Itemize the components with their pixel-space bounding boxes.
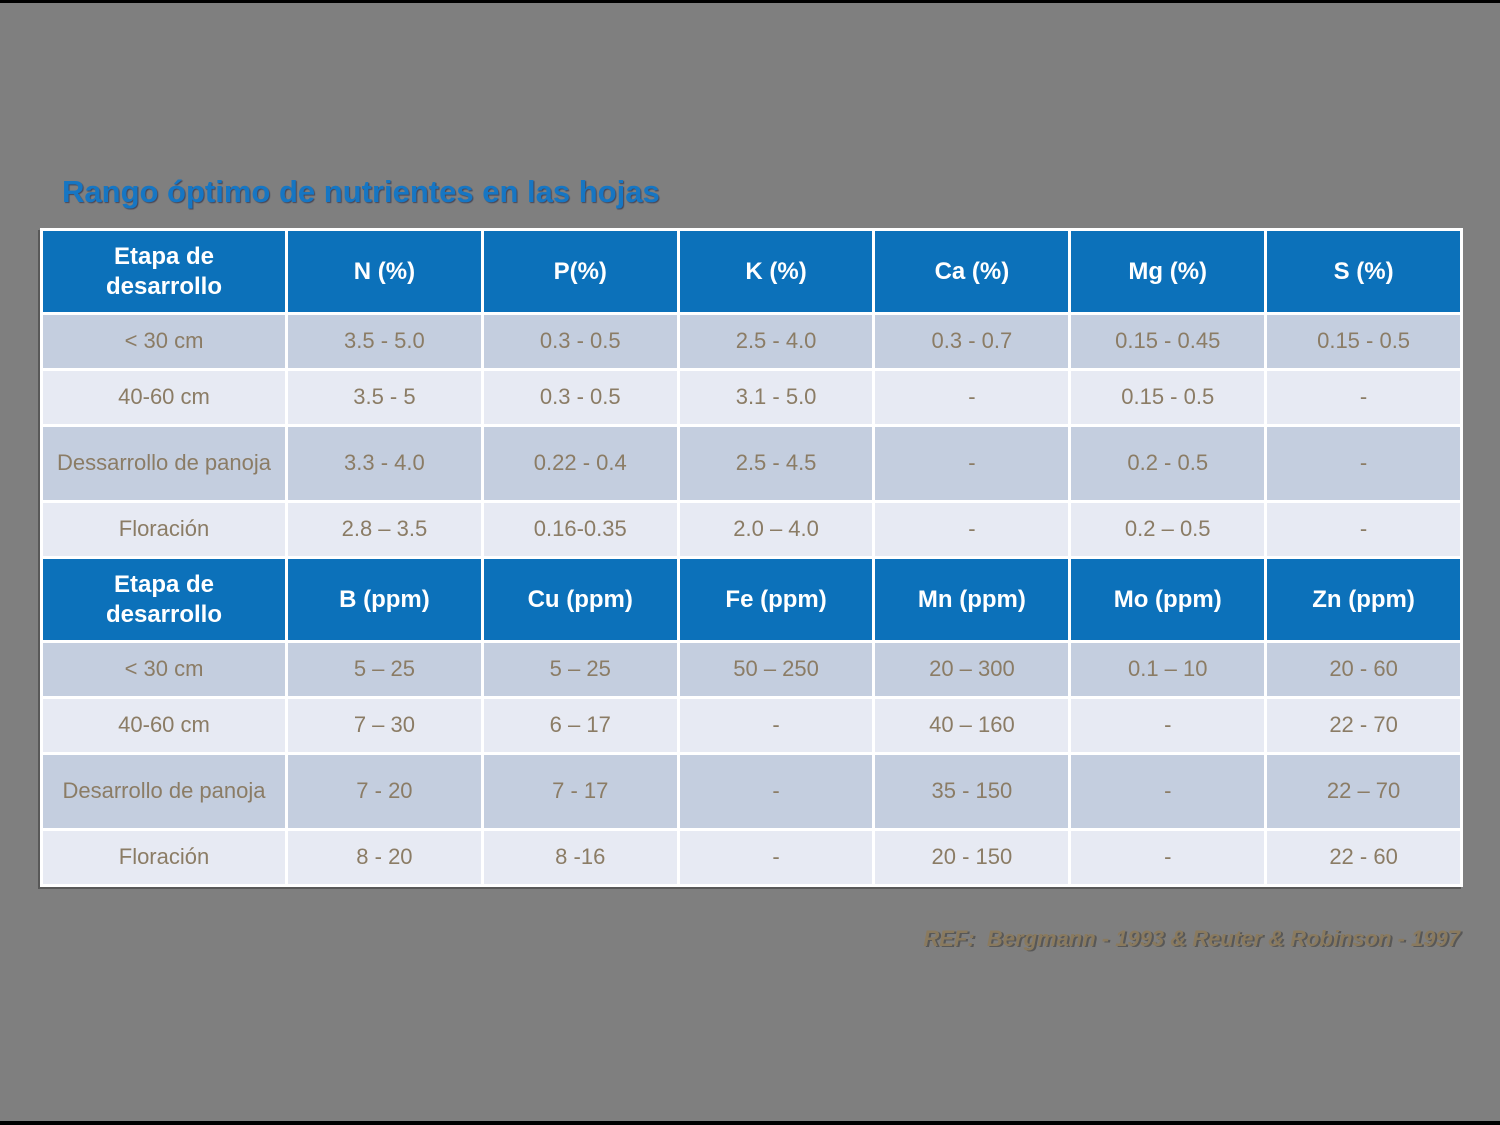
table-row: < 30 cm 3.5 - 5.0 0.3 - 0.5 2.5 - 4.0 0.… (43, 315, 1460, 368)
column-header-s: S (%) (1267, 231, 1460, 312)
row-label-cell: < 30 cm (43, 315, 285, 368)
value-cell: 0.3 - 0.7 (875, 315, 1069, 368)
value-cell: - (1071, 831, 1265, 884)
value-cell: 8 - 20 (288, 831, 481, 884)
value-cell: 0.16-0.35 (483, 503, 677, 556)
column-header-zn: Zn (ppm) (1267, 559, 1460, 640)
value-cell: 7 - 20 (288, 755, 481, 828)
value-cell: - (875, 427, 1069, 500)
value-cell: 3.1 - 5.0 (679, 371, 873, 424)
value-cell: 0.3 - 0.5 (483, 371, 677, 424)
column-header-stage: Etapa de desarrollo (43, 231, 285, 312)
value-cell: - (1267, 427, 1460, 500)
column-header-k: K (%) (679, 231, 873, 312)
top-edge-line (0, 0, 1500, 3)
value-cell: 22 - 70 (1267, 699, 1460, 752)
value-cell: 0.2 – 0.5 (1071, 503, 1265, 556)
row-label-cell: Floración (43, 503, 285, 556)
value-cell: 20 - 150 (875, 831, 1069, 884)
column-header-fe: Fe (ppm) (679, 559, 873, 640)
value-cell: - (1071, 755, 1265, 828)
value-cell: - (1267, 503, 1460, 556)
row-label-cell: Dessarrollo de panoja (43, 427, 285, 500)
value-cell: 22 - 60 (1267, 831, 1460, 884)
value-cell: 35 - 150 (875, 755, 1069, 828)
table-row: < 30 cm 5 – 25 5 – 25 50 – 250 20 – 300 … (43, 643, 1460, 696)
value-cell: 7 – 30 (288, 699, 481, 752)
row-label-cell: < 30 cm (43, 643, 285, 696)
value-cell: 0.2 - 0.5 (1071, 427, 1265, 500)
column-header-b: B (ppm) (288, 559, 481, 640)
column-header-n: N (%) (288, 231, 481, 312)
value-cell: - (1071, 699, 1265, 752)
value-cell: 3.3 - 4.0 (288, 427, 481, 500)
value-cell: - (679, 755, 873, 828)
value-cell: 5 – 25 (288, 643, 481, 696)
value-cell: - (1267, 371, 1460, 424)
value-cell: 2.0 – 4.0 (679, 503, 873, 556)
micro-header-row: Etapa de desarrollo B (ppm) Cu (ppm) Fe … (43, 559, 1460, 640)
value-cell: 7 - 17 (483, 755, 677, 828)
value-cell: - (679, 699, 873, 752)
table-row: Desarrollo de panoja 7 - 20 7 - 17 - 35 … (43, 755, 1460, 828)
value-cell: 0.15 - 0.45 (1071, 315, 1265, 368)
value-cell: 0.1 – 10 (1071, 643, 1265, 696)
value-cell: 2.5 - 4.5 (679, 427, 873, 500)
value-cell: 3.5 - 5.0 (288, 315, 481, 368)
value-cell: 20 – 300 (875, 643, 1069, 696)
value-cell: 0.22 - 0.4 (483, 427, 677, 500)
column-header-p: P(%) (483, 231, 677, 312)
macro-header-row: Etapa de desarrollo N (%) P(%) K (%) Ca … (43, 231, 1460, 312)
value-cell: - (875, 371, 1069, 424)
table-row: Floración 2.8 – 3.5 0.16-0.35 2.0 – 4.0 … (43, 503, 1460, 556)
value-cell: - (679, 831, 873, 884)
row-label-cell: Floración (43, 831, 285, 884)
column-header-mo: Mo (ppm) (1071, 559, 1265, 640)
value-cell: 20 - 60 (1267, 643, 1460, 696)
column-header-mn: Mn (ppm) (875, 559, 1069, 640)
nutrient-range-table: Etapa de desarrollo N (%) P(%) K (%) Ca … (40, 228, 1463, 887)
row-label-cell: Desarrollo de panoja (43, 755, 285, 828)
value-cell: 0.15 - 0.5 (1071, 371, 1265, 424)
column-header-stage: Etapa de desarrollo (43, 559, 285, 640)
value-cell: 0.15 - 0.5 (1267, 315, 1460, 368)
value-cell: 0.3 - 0.5 (483, 315, 677, 368)
row-label-cell: 40-60 cm (43, 699, 285, 752)
value-cell: 2.8 – 3.5 (288, 503, 481, 556)
table-row: 40-60 cm 7 – 30 6 – 17 - 40 – 160 - 22 -… (43, 699, 1460, 752)
value-cell: 40 – 160 (875, 699, 1069, 752)
bottom-edge-line (0, 1121, 1500, 1125)
value-cell: 22 – 70 (1267, 755, 1460, 828)
column-header-cu: Cu (ppm) (483, 559, 677, 640)
value-cell: 3.5 - 5 (288, 371, 481, 424)
table-row: Dessarrollo de panoja 3.3 - 4.0 0.22 - 0… (43, 427, 1460, 500)
value-cell: 50 – 250 (679, 643, 873, 696)
value-cell: 5 – 25 (483, 643, 677, 696)
reference-text: REF: Bergmann - 1993 & Reuter & Robinson… (923, 926, 1460, 951)
table-row: 40-60 cm 3.5 - 5 0.3 - 0.5 3.1 - 5.0 - 0… (43, 371, 1460, 424)
page-title: Rango óptimo de nutrientes en las hojas (62, 174, 660, 209)
value-cell: - (875, 503, 1069, 556)
column-header-mg: Mg (%) (1071, 231, 1265, 312)
table-row: Floración 8 - 20 8 -16 - 20 - 150 - 22 -… (43, 831, 1460, 884)
value-cell: 2.5 - 4.0 (679, 315, 873, 368)
value-cell: 8 -16 (483, 831, 677, 884)
value-cell: 6 – 17 (483, 699, 677, 752)
row-label-cell: 40-60 cm (43, 371, 285, 424)
column-header-ca: Ca (%) (875, 231, 1069, 312)
